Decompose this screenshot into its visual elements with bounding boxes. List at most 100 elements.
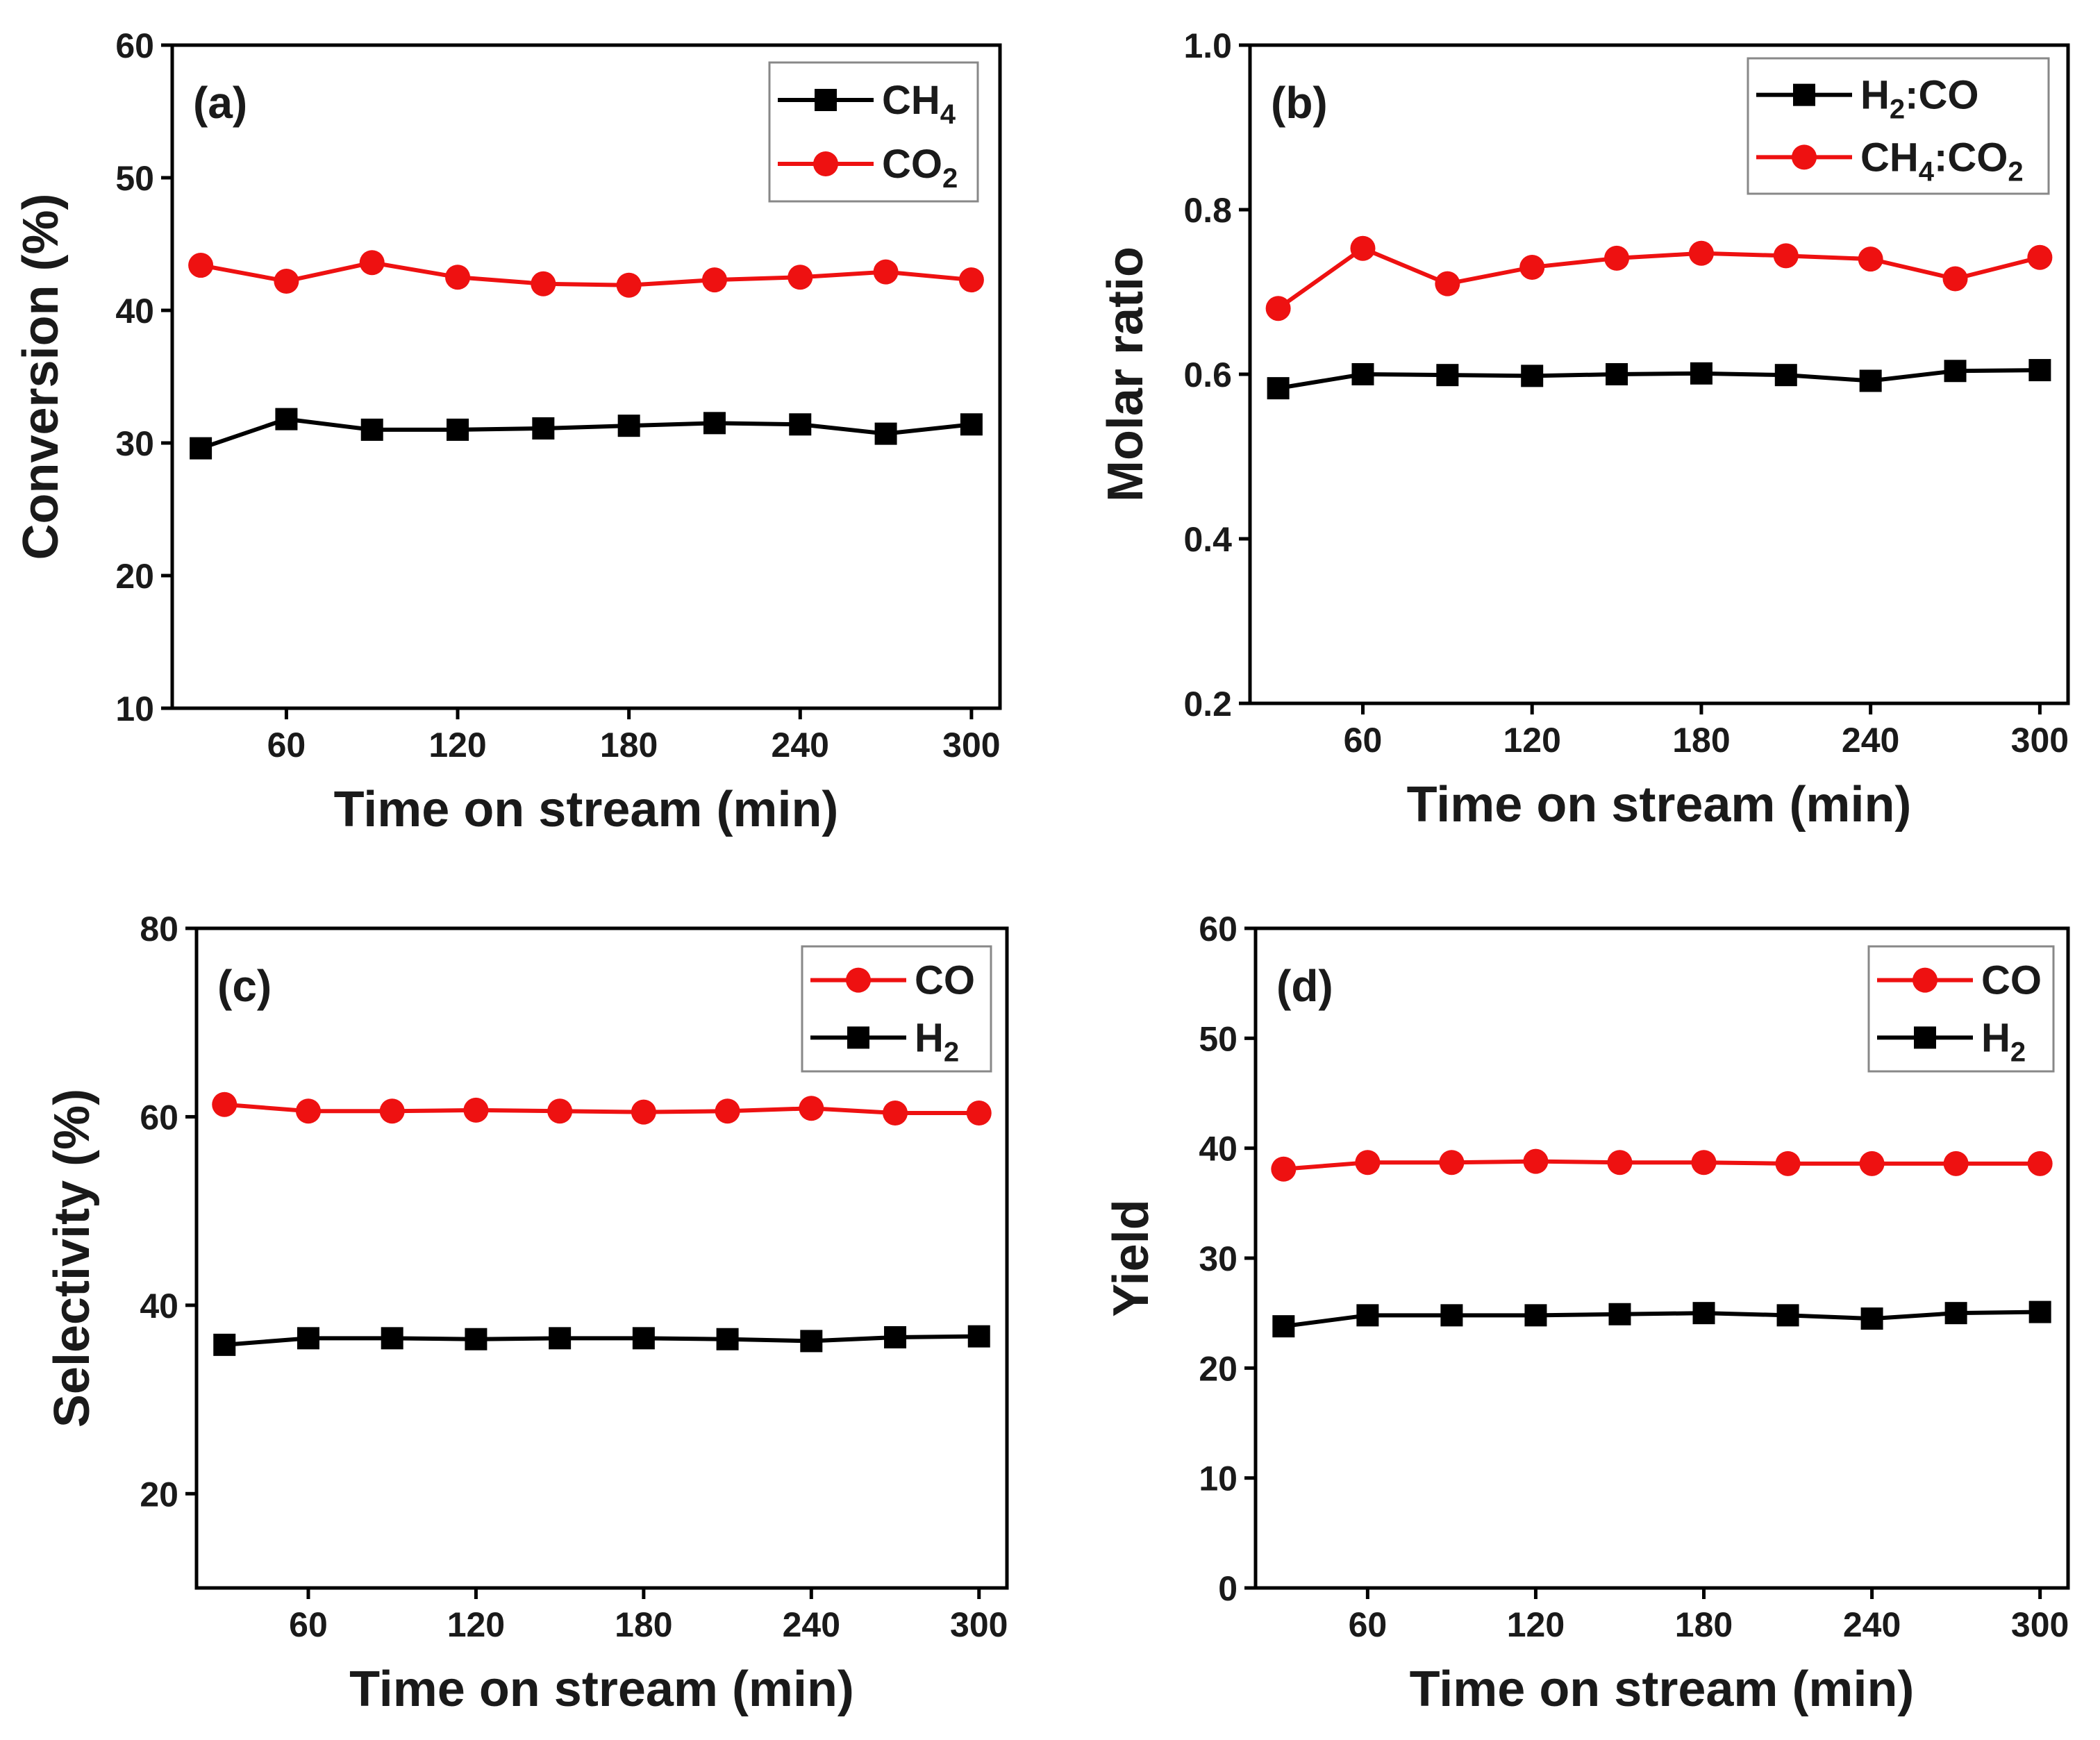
legend-label: CH4: [882, 78, 956, 130]
data-point: [1859, 369, 1882, 392]
legend-label: CH4:CO2: [1860, 135, 2024, 187]
data-point: [1356, 1304, 1379, 1327]
legend-marker: [1792, 144, 1817, 170]
data-point: [2028, 359, 2051, 382]
series-co2: [188, 250, 984, 298]
y-tick-label: 0.8: [1183, 191, 1232, 230]
x-tick-label: 300: [2011, 721, 2069, 760]
y-tick-label: 60: [1199, 910, 1238, 948]
y-tick-label: 20: [1199, 1349, 1238, 1388]
data-point: [445, 265, 471, 290]
x-tick-label: 180: [615, 1605, 672, 1644]
data-point: [2027, 1151, 2053, 1176]
data-point: [190, 437, 212, 460]
x-axis-title: Time on stream (min): [1407, 777, 1912, 833]
legend-label-base: CO: [1981, 958, 2042, 1003]
data-point: [295, 1098, 321, 1124]
data-point: [212, 1091, 238, 1117]
y-axis-title: Yield: [1103, 1199, 1159, 1316]
panel-label: (b): [1271, 78, 1328, 128]
data-point: [1943, 1151, 1969, 1176]
series-line: [200, 260, 972, 287]
data-point: [1773, 243, 1799, 269]
legend-label-subscript: 2: [942, 163, 958, 194]
data-point: [1271, 1156, 1297, 1182]
series-line: [1283, 1159, 2040, 1171]
legend-box: [801, 945, 992, 1073]
x-tick-label: 120: [428, 726, 486, 764]
x-tick-label: 120: [447, 1605, 505, 1644]
y-tick-label: 60: [140, 1098, 178, 1137]
y-tick-label: 40: [1199, 1130, 1238, 1169]
x-tick-label: 240: [1842, 721, 1899, 760]
legend-label-base: H: [1860, 73, 1890, 118]
legend-label-base: CO: [882, 142, 942, 187]
legend-marker: [846, 967, 871, 993]
data-point: [1351, 363, 1374, 385]
series-line: [224, 1334, 979, 1347]
legend-box: [1867, 945, 2055, 1073]
panel-label: (a): [193, 78, 247, 128]
data-point: [447, 418, 469, 441]
x-tick-label: 60: [1344, 721, 1383, 760]
series-co: [1271, 1148, 2053, 1182]
x-tick-label: 300: [950, 1605, 1008, 1644]
series-line: [224, 1102, 979, 1115]
y-tick-label: 60: [115, 26, 154, 65]
series-ch4: [190, 408, 983, 460]
legend-label-base: H: [915, 1015, 944, 1060]
x-tick-label: 240: [783, 1605, 840, 1644]
x-tick-label: 180: [1672, 721, 1730, 760]
data-point: [381, 1327, 403, 1350]
legend-label-subscript: 4: [1919, 156, 1935, 187]
data-point: [1524, 1304, 1547, 1327]
series-line: [200, 417, 972, 451]
data-point: [1265, 296, 1291, 321]
data-point: [1439, 1150, 1465, 1176]
data-point: [616, 272, 642, 298]
y-tick-label: 50: [115, 159, 154, 198]
data-point: [1688, 240, 1714, 266]
y-tick-label: 40: [115, 292, 154, 331]
data-point: [884, 1326, 907, 1348]
legend-label-subscript: 2: [944, 1037, 959, 1067]
panel-label: (d): [1276, 961, 1333, 1011]
legend-label: CO: [1981, 958, 2042, 1003]
data-point: [715, 1098, 740, 1124]
legend: CO H2: [801, 945, 992, 1073]
data-point: [1519, 254, 1545, 280]
data-point: [379, 1098, 405, 1124]
legend-box: [768, 61, 979, 203]
series-ch4-co2: [1265, 235, 2053, 321]
data-point: [1692, 1302, 1715, 1325]
data-point: [1521, 365, 1544, 387]
legend-label-base: CO: [915, 958, 975, 1003]
data-point: [617, 415, 640, 437]
data-point: [966, 1101, 992, 1126]
legend-label-subscript-2: 2: [2008, 156, 2023, 187]
data-point: [799, 1096, 824, 1121]
y-axis-title: Conversion (%): [13, 193, 69, 560]
legend-label-base: CH: [1860, 135, 1919, 180]
data-point: [1523, 1148, 1549, 1174]
data-point: [703, 412, 726, 435]
data-point: [275, 408, 298, 430]
legend-label-base: H: [1981, 1015, 2010, 1060]
data-point: [1350, 235, 1376, 261]
data-point: [2028, 1300, 2051, 1323]
legend: CH4 CO2: [768, 61, 979, 203]
y-tick-label: 30: [1199, 1239, 1238, 1278]
y-tick-label: 10: [115, 689, 154, 728]
y-tick-label: 0: [1218, 1569, 1238, 1608]
y-tick-label: 50: [1199, 1019, 1238, 1058]
data-point: [1774, 364, 1797, 387]
y-tick-label: 30: [115, 424, 154, 463]
data-point: [1608, 1303, 1631, 1325]
data-point: [789, 413, 812, 436]
x-tick-label: 60: [267, 726, 306, 764]
legend-box: [1747, 57, 2050, 195]
series-h2-co: [1267, 359, 2051, 400]
legend-marker: [815, 89, 837, 111]
